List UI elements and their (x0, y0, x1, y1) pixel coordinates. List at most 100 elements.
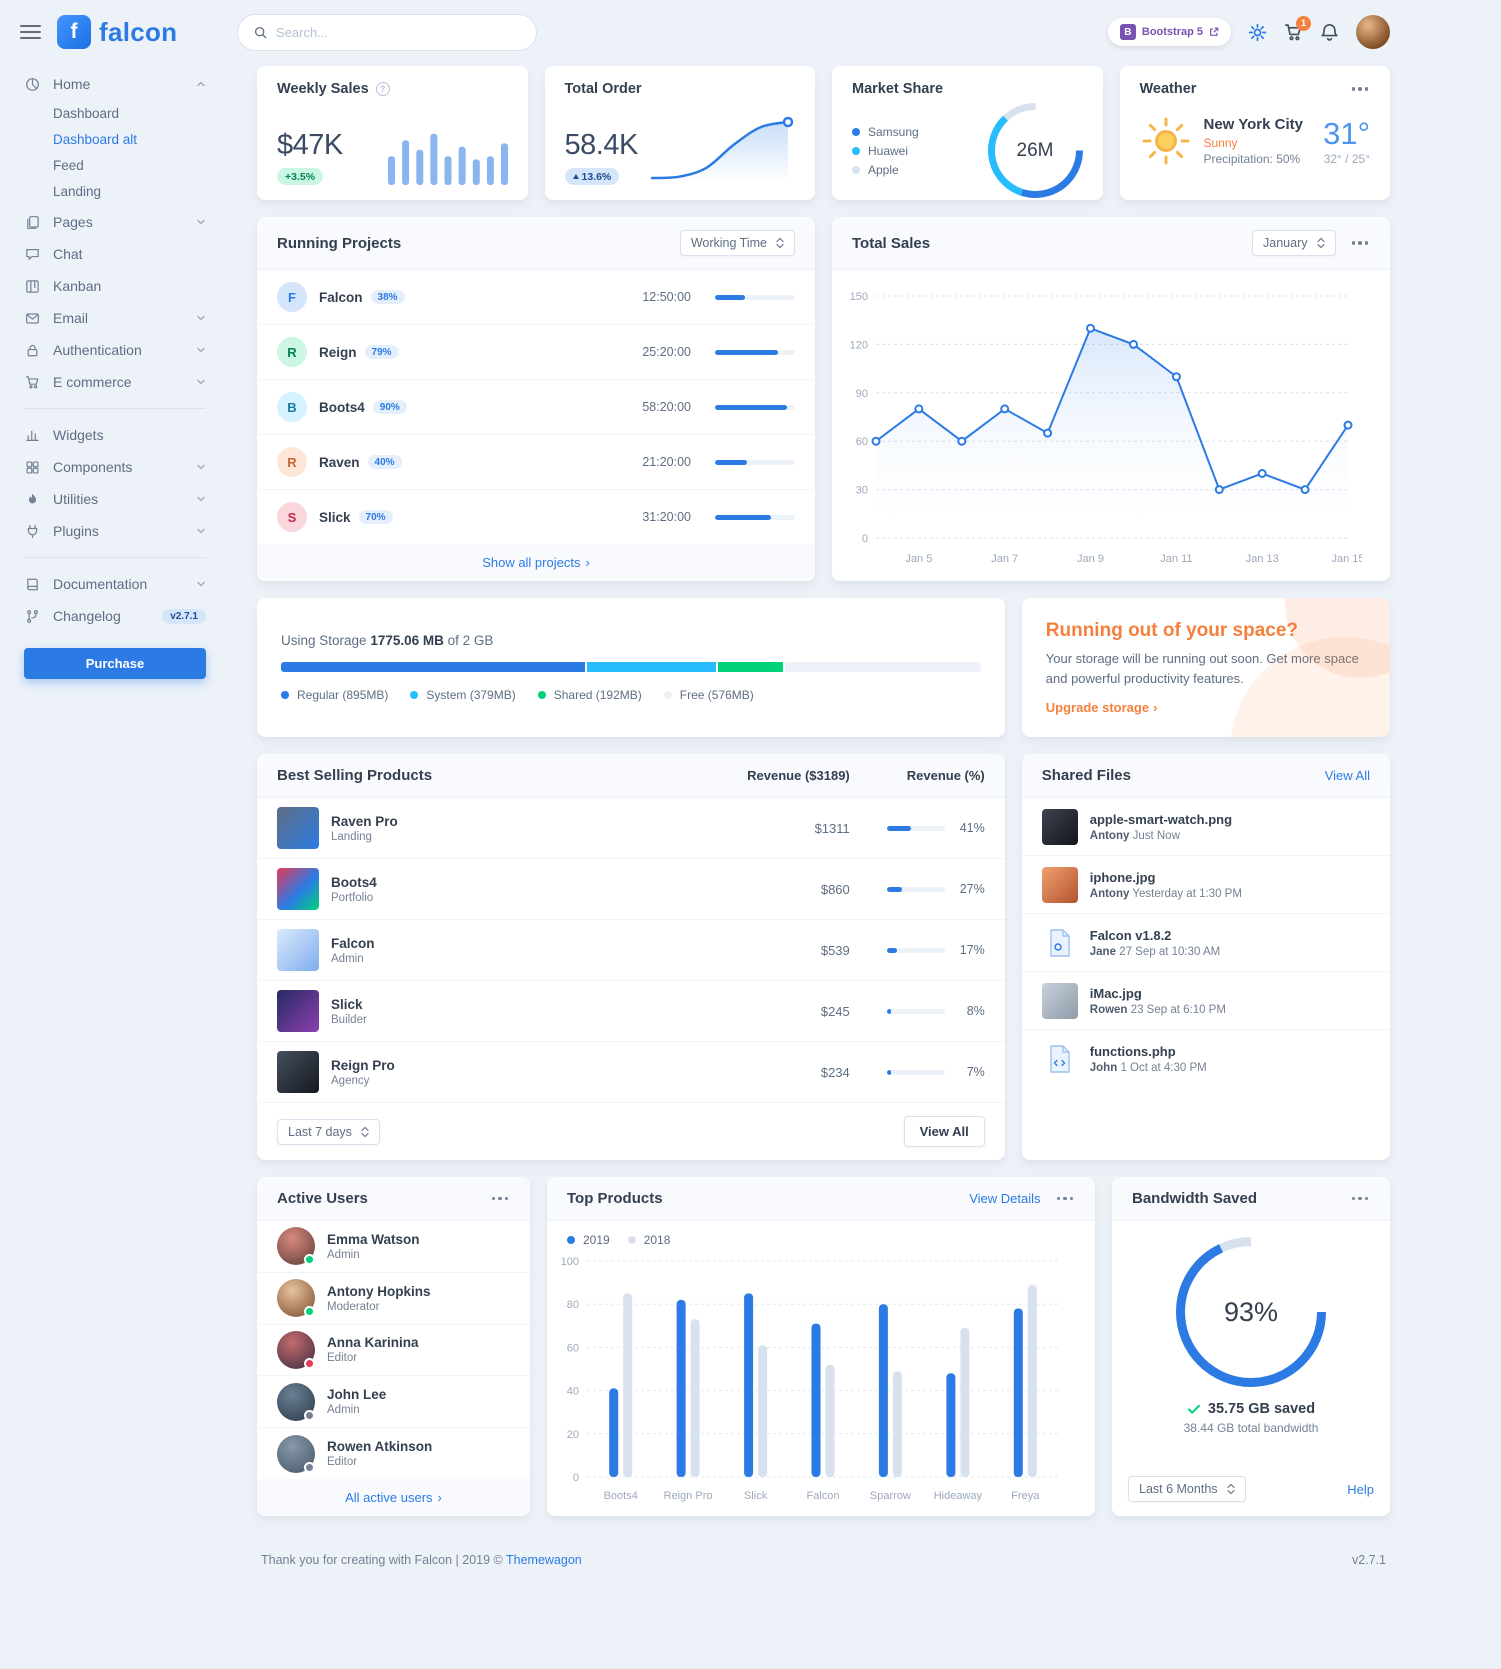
product-name-link[interactable]: Falcon (331, 935, 375, 951)
sidebar-item-authentication[interactable]: Authentication (24, 334, 206, 366)
legend-item-shared: Shared (192MB) (537, 688, 642, 702)
project-letter-avatar: F (277, 282, 307, 312)
revenue-column-header: Revenue ($3189) (747, 768, 850, 783)
product-name-link[interactable]: Boots4 (331, 874, 377, 890)
svg-text:30: 30 (856, 485, 868, 497)
notifications-bell-button[interactable] (1320, 23, 1339, 42)
card-menu-dots-icon[interactable] (490, 1193, 511, 1205)
search-box[interactable] (237, 13, 537, 51)
card-menu-dots-icon[interactable] (1055, 1193, 1076, 1205)
svg-text:Slick: Slick (744, 1490, 768, 1502)
user-row: Emma Watson Admin (257, 1221, 530, 1273)
view-all-files-link[interactable]: View All (1324, 768, 1370, 783)
project-name-link[interactable]: Falcon (319, 289, 363, 305)
all-active-users-link[interactable]: All active users › (257, 1479, 530, 1516)
card-menu-dots-icon[interactable] (1350, 1193, 1371, 1205)
help-link[interactable]: Help (1347, 1481, 1374, 1497)
project-row: S Slick 70% 31:20:00 (257, 490, 815, 544)
chat-bubble-icon (24, 247, 41, 262)
project-name-link[interactable]: Boots4 (319, 399, 365, 415)
check-icon (1187, 1404, 1200, 1414)
month-select[interactable]: January (1252, 230, 1336, 256)
card-menu-dots-icon[interactable] (1350, 83, 1371, 95)
user-name-link[interactable]: Emma Watson (327, 1231, 420, 1247)
file-name-link[interactable]: iMac.jpg (1089, 985, 1142, 1001)
sidebar-item-plugins[interactable]: Plugins (24, 515, 206, 547)
view-all-button[interactable]: View All (903, 1116, 985, 1147)
top-products-bar-chart: 0 20 40 60 80 100 Boots4 Reign Pro Slick Falcon Sp… (561, 1256, 1059, 1502)
sidebar-item-kanban[interactable]: Kanban (24, 270, 206, 302)
bandwidth-donut-chart (1176, 1237, 1326, 1387)
footer-text: Thank you for creating with Falcon | 201… (261, 1553, 582, 1567)
cart-count-badge: 1 (1296, 15, 1311, 31)
product-name-link[interactable]: Reign Pro (331, 1057, 395, 1073)
project-letter-avatar: S (277, 502, 307, 532)
project-percent-badge: 38% (370, 290, 405, 304)
period-select[interactable]: Last 6 Months (1128, 1476, 1246, 1502)
file-name-link[interactable]: Falcon v1.8.2 (1089, 927, 1172, 943)
project-name-link[interactable]: Reign (319, 344, 357, 360)
sidebar-item-changelog[interactable]: Changelog v2.7.1 (24, 600, 206, 632)
user-name-link[interactable]: Anna Karinina (327, 1335, 419, 1351)
file-name-link[interactable]: apple-smart-watch.png (1089, 811, 1233, 827)
product-revenue: $860 (820, 881, 850, 897)
products-files-row: Best Selling Products Revenue ($3189) Re… (257, 754, 1390, 1160)
settings-gear-button[interactable] (1248, 23, 1267, 42)
view-details-link[interactable]: View Details (969, 1191, 1041, 1206)
user-list: Emma Watson Admin Antony Hopkins Moderator… (257, 1221, 530, 1479)
bootstrap-badge-label: Bootstrap 5 (1141, 26, 1203, 38)
product-name-link[interactable]: Slick (331, 996, 363, 1012)
file-name-link[interactable]: functions.php (1089, 1043, 1176, 1059)
sidebar-item-pages[interactable]: Pages (24, 206, 206, 238)
sidebar-item-landing[interactable]: Landing (53, 183, 102, 199)
project-percent-badge: 70% (358, 510, 393, 524)
user-role: Moderator (327, 1300, 380, 1313)
product-name-link[interactable]: Raven Pro (331, 813, 398, 829)
card-menu-dots-icon[interactable] (1350, 237, 1371, 249)
sidebar-item-widgets[interactable]: Widgets (24, 419, 206, 451)
sidebar-item-documentation[interactable]: Documentation (24, 568, 206, 600)
sidebar-item-components[interactable]: Components (24, 451, 206, 483)
search-input[interactable] (276, 24, 520, 40)
upgrade-storage-link[interactable]: Upgrade storage › (1045, 700, 1158, 715)
file-user: John (1089, 1061, 1118, 1074)
user-name-link[interactable]: John Lee (327, 1387, 387, 1403)
home-submenu: Dashboard Dashboard alt Feed Landing (24, 100, 206, 204)
revenue-percent-bar (886, 947, 945, 953)
weather-title: Weather (1139, 81, 1197, 97)
falcon-logo[interactable]: f falcon (57, 15, 177, 49)
purchase-button[interactable]: Purchase (24, 648, 206, 679)
hamburger-menu-button[interactable] (20, 23, 41, 41)
themewagon-link[interactable]: Themewagon (506, 1553, 582, 1567)
show-all-projects-link[interactable]: Show all projects › (257, 544, 815, 581)
sidebar-item-dashboard[interactable]: Dashboard (53, 105, 120, 121)
project-name-link[interactable]: Raven (319, 454, 360, 470)
sidebar-item-ecommerce[interactable]: E commerce (24, 366, 206, 398)
sidebar-item-dashboard-alt[interactable]: Dashboard alt (53, 131, 138, 147)
project-name-link[interactable]: Slick (319, 509, 351, 525)
sidebar-item-home[interactable]: Home (24, 68, 206, 100)
file-user: Rowen (1089, 1003, 1128, 1016)
code-branch-icon (24, 609, 41, 624)
legend-item-regular: Regular (895MB) (281, 688, 388, 702)
sidebar-item-feed[interactable]: Feed (53, 157, 84, 173)
user-name-link[interactable]: Rowen Atkinson (327, 1439, 433, 1455)
weather-card: Weather New York City Sunny Precipitatio… (1119, 66, 1390, 200)
date-range-select[interactable]: Last 7 days (277, 1118, 380, 1145)
file-name-link[interactable]: iphone.jpg (1089, 869, 1156, 885)
running-projects-card: Running Projects Working Time F Falcon 38… (257, 217, 815, 581)
revenue-percent-label: 27% (959, 882, 985, 896)
product-thumbnail (277, 868, 319, 910)
falcon-logo-text: falcon (99, 16, 178, 47)
info-tooltip-icon[interactable]: ? (375, 82, 390, 96)
sidebar-item-chat[interactable]: Chat (24, 238, 206, 270)
working-time-select[interactable]: Working Time (679, 230, 795, 256)
user-avatar[interactable] (1356, 15, 1390, 49)
pages-copy-icon (24, 215, 41, 230)
sidebar-item-utilities[interactable]: Utilities (24, 483, 206, 515)
upgrade-space-card: Running out of your space? Your storage … (1021, 598, 1390, 737)
user-name-link[interactable]: Antony Hopkins (327, 1283, 431, 1299)
bootstrap5-badge[interactable]: B Bootstrap 5 (1107, 18, 1231, 46)
shopping-cart-button[interactable]: 1 (1284, 15, 1311, 42)
sidebar-item-email[interactable]: Email (24, 302, 206, 334)
